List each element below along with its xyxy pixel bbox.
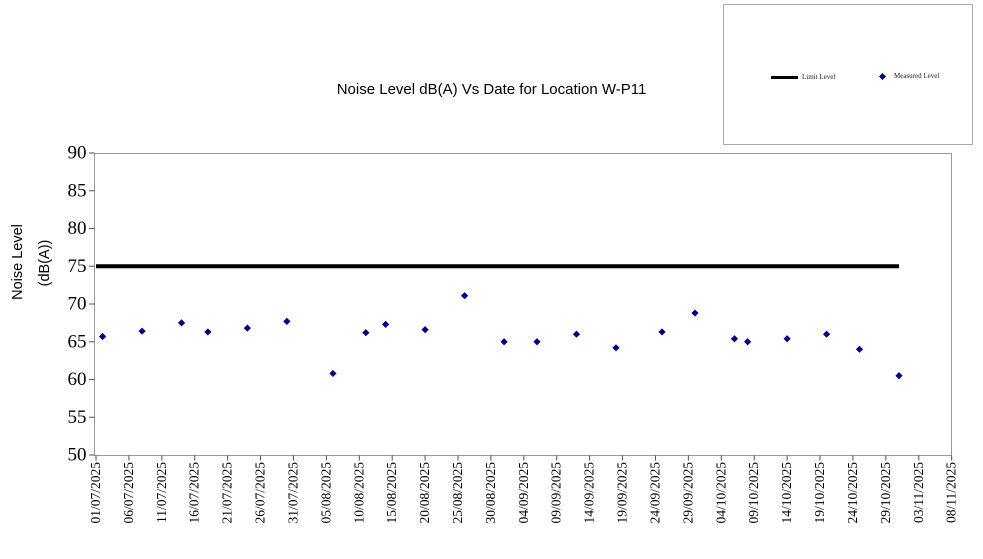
measured-level-point (421, 326, 429, 334)
x-axis-tick-label: 10/08/2025 (351, 462, 366, 524)
x-axis-tick-label: 24/09/2025 (647, 462, 662, 524)
x-axis-tick-label: 16/07/2025 (187, 462, 202, 524)
measured-level-point (855, 345, 864, 353)
x-axis-tick-label: 30/08/2025 (483, 462, 498, 524)
limit-level-line-swatch (771, 75, 798, 79)
measured-level-point (744, 338, 752, 346)
x-axis-tick-label: 04/09/2025 (516, 462, 531, 524)
legend-measured-level-label: Measured Level (894, 72, 940, 80)
y-axis-title-line2: (dB(A)) (37, 240, 53, 287)
plot-frame (94, 153, 952, 456)
measured-level-point (658, 328, 666, 336)
x-axis-tick-label: 25/08/2025 (450, 462, 465, 524)
x-axis-tick-label: 11/07/2025 (154, 462, 169, 523)
measured-level-point (177, 319, 186, 327)
measured-level-point (691, 309, 699, 317)
measured-level-point (283, 317, 291, 325)
x-axis-tick-label: 19/10/2025 (812, 462, 827, 524)
x-axis-tick-label: 15/08/2025 (384, 462, 399, 524)
y-axis-tick-label: 85 (68, 180, 87, 201)
measured-level-point (243, 324, 251, 332)
measured-level-point (612, 344, 620, 352)
measured-level-point (362, 329, 370, 337)
x-axis-tick-label: 09/09/2025 (549, 462, 564, 524)
x-axis-tick-label: 20/08/2025 (417, 462, 432, 524)
x-axis-tick-label: 24/10/2025 (845, 462, 860, 524)
measured-level-point (783, 335, 791, 343)
chart-title: Noise Level dB(A) Vs Date for Location W… (336, 81, 647, 98)
measured-level-point (823, 330, 831, 338)
x-axis-tick-label: 03/11/2025 (911, 462, 926, 523)
y-axis-tick-label: 60 (68, 369, 87, 390)
legend-entry-measured-level: Measured Level (878, 72, 940, 80)
measured-level-point (895, 372, 903, 380)
x-axis-tick-label: 14/09/2025 (582, 462, 597, 524)
measured-level-point (98, 332, 107, 341)
x-axis-tick-label: 14/10/2025 (779, 462, 794, 524)
x-axis-tick-label: 19/09/2025 (615, 462, 630, 524)
x-axis-tick-label: 08/11/2025 (944, 462, 959, 523)
measured-level-point (329, 369, 337, 378)
x-axis-tick-label: 09/10/2025 (746, 462, 761, 524)
x-axis-tick-label: 21/07/2025 (220, 462, 235, 524)
measured-level-point (460, 292, 469, 300)
x-axis-tick-label: 05/08/2025 (318, 462, 333, 524)
y-axis-tick-label: 90 (68, 143, 87, 164)
measured-level-point (572, 330, 581, 338)
y-axis-tick-label: 70 (68, 294, 87, 315)
x-axis-tick-label: 29/10/2025 (878, 462, 893, 524)
x-axis-tick-label: 04/10/2025 (713, 462, 728, 524)
y-axis-title-line1: Noise Level (10, 224, 26, 300)
measured-level-point (500, 338, 508, 346)
x-axis-tick-label: 06/07/2025 (121, 462, 136, 524)
y-axis-tick-label: 55 (68, 407, 87, 428)
x-axis-tick-label: 01/07/2025 (88, 462, 103, 524)
x-axis-tick-label: 26/07/2025 (253, 462, 268, 524)
legend-entry-limit-level: Limit Level (771, 73, 835, 81)
measured-level-point (382, 320, 390, 328)
y-axis-tick-label: 50 (68, 445, 87, 466)
measured-level-point (730, 335, 739, 343)
x-axis-tick-label: 31/07/2025 (285, 462, 300, 524)
y-axis-tick-label: 75 (68, 256, 87, 277)
measured-level-point (204, 328, 212, 336)
legend-limit-level-label: Limit Level (802, 73, 836, 81)
legend-box: Limit Level Measured Level (723, 4, 973, 145)
y-axis-tick-label: 65 (68, 331, 87, 352)
y-axis-tick-label: 80 (68, 218, 87, 239)
measured-level-point (138, 327, 146, 335)
measured-level-point (533, 338, 541, 346)
x-axis-tick-label: 29/09/2025 (680, 462, 695, 524)
